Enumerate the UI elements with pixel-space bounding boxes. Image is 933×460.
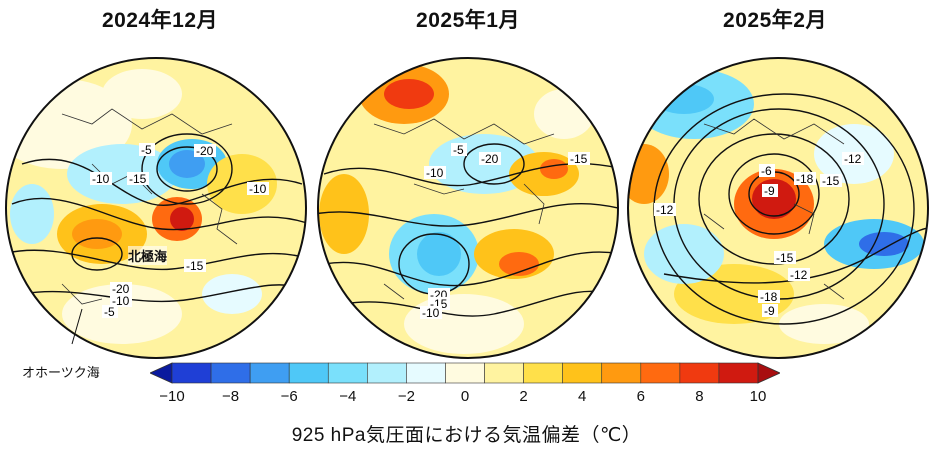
panel-title-jan-2025: 2025年1月 bbox=[416, 9, 520, 32]
contour-label: -5 bbox=[453, 143, 464, 157]
contour-label: -10 bbox=[112, 294, 130, 308]
colorbar-swatch bbox=[288, 362, 329, 384]
map-jan-2025: -5 -20 -15 -10 -20 -15 -10 bbox=[317, 57, 619, 359]
contour-label: -20 bbox=[196, 144, 214, 158]
panel-title-feb-2025: 2025年2月 bbox=[723, 9, 827, 32]
contour-label: -9 bbox=[764, 184, 775, 198]
contour-label: -15 bbox=[186, 259, 204, 273]
colorbar-tick-label: 6 bbox=[636, 388, 645, 405]
colorbar-tick-label: 10 bbox=[749, 388, 767, 405]
contour-label: -18 bbox=[796, 172, 814, 186]
colorbar-swatch bbox=[367, 362, 407, 384]
colorbar-swatch bbox=[640, 362, 681, 384]
colorbar-upper-extension bbox=[757, 362, 780, 384]
colorbar-swatch bbox=[679, 362, 720, 384]
colorbar-swatch bbox=[210, 362, 251, 384]
colorbar-tick-label: −6 bbox=[280, 388, 298, 405]
colorbar-swatch bbox=[484, 362, 524, 384]
colorbar bbox=[150, 362, 780, 384]
colorbar-tick-label: 8 bbox=[695, 388, 704, 405]
colorbar-swatch bbox=[445, 362, 485, 384]
contour-label: -12 bbox=[656, 203, 674, 217]
contour-label: -6 bbox=[761, 164, 772, 178]
contour-label: -15 bbox=[129, 172, 147, 186]
contour-label: -20 bbox=[112, 282, 130, 296]
colorbar-swatch bbox=[249, 362, 290, 384]
map-feb-2025: -6 -12 -9 -18 -15 -12 -15 -12 -18 -9 bbox=[627, 57, 929, 359]
colorbar-tick-label: −2 bbox=[397, 388, 415, 405]
colorbar-tick-label: 0 bbox=[460, 388, 470, 405]
colorbar-swatch bbox=[406, 362, 446, 384]
colorbar-lower-extension bbox=[150, 362, 173, 384]
contour-label: -20 bbox=[481, 152, 499, 166]
colorbar-tick-label: 4 bbox=[578, 388, 587, 405]
contour-label: -9 bbox=[764, 304, 775, 318]
arctic-ocean-label: 北極海 bbox=[128, 246, 168, 265]
colorbar-tick-label: −10 bbox=[159, 388, 185, 405]
contour-label: -10 bbox=[422, 306, 440, 320]
colorbar-swatch bbox=[327, 362, 368, 384]
map-dec-2024: -20 -5 -10 -15 -10 -15 -20 -10 -5 bbox=[5, 57, 307, 359]
contour-label: -5 bbox=[141, 143, 152, 157]
contour-label: -12 bbox=[844, 152, 862, 166]
colorbar-tick-label: 2 bbox=[519, 388, 528, 405]
contour-label: -10 bbox=[92, 172, 110, 186]
colorbar-swatch bbox=[718, 362, 759, 384]
sea-of-okhotsk-label: オホーツク海 bbox=[22, 365, 100, 380]
contour-label: -10 bbox=[426, 166, 444, 180]
contour-label: -18 bbox=[760, 290, 778, 304]
contour-label: -15 bbox=[570, 152, 588, 166]
contour-label: -15 bbox=[822, 174, 840, 188]
colorbar-tick-label: −8 bbox=[222, 388, 240, 405]
contour-label: -15 bbox=[776, 251, 794, 265]
contour-label: -10 bbox=[249, 182, 267, 196]
colorbar-tick-label: −4 bbox=[339, 388, 357, 405]
colorbar-swatch bbox=[523, 362, 563, 384]
panel-title-dec-2024: 2024年12月 bbox=[101, 9, 219, 32]
colorbar-swatch bbox=[562, 362, 603, 384]
colorbar-swatch bbox=[171, 362, 212, 384]
colorbar-swatch bbox=[601, 362, 642, 384]
colorbar-title: 925 hPa気圧面における気温偏差（℃） bbox=[291, 425, 642, 446]
contour-label: -5 bbox=[104, 305, 115, 319]
contour-label: -12 bbox=[790, 268, 808, 282]
